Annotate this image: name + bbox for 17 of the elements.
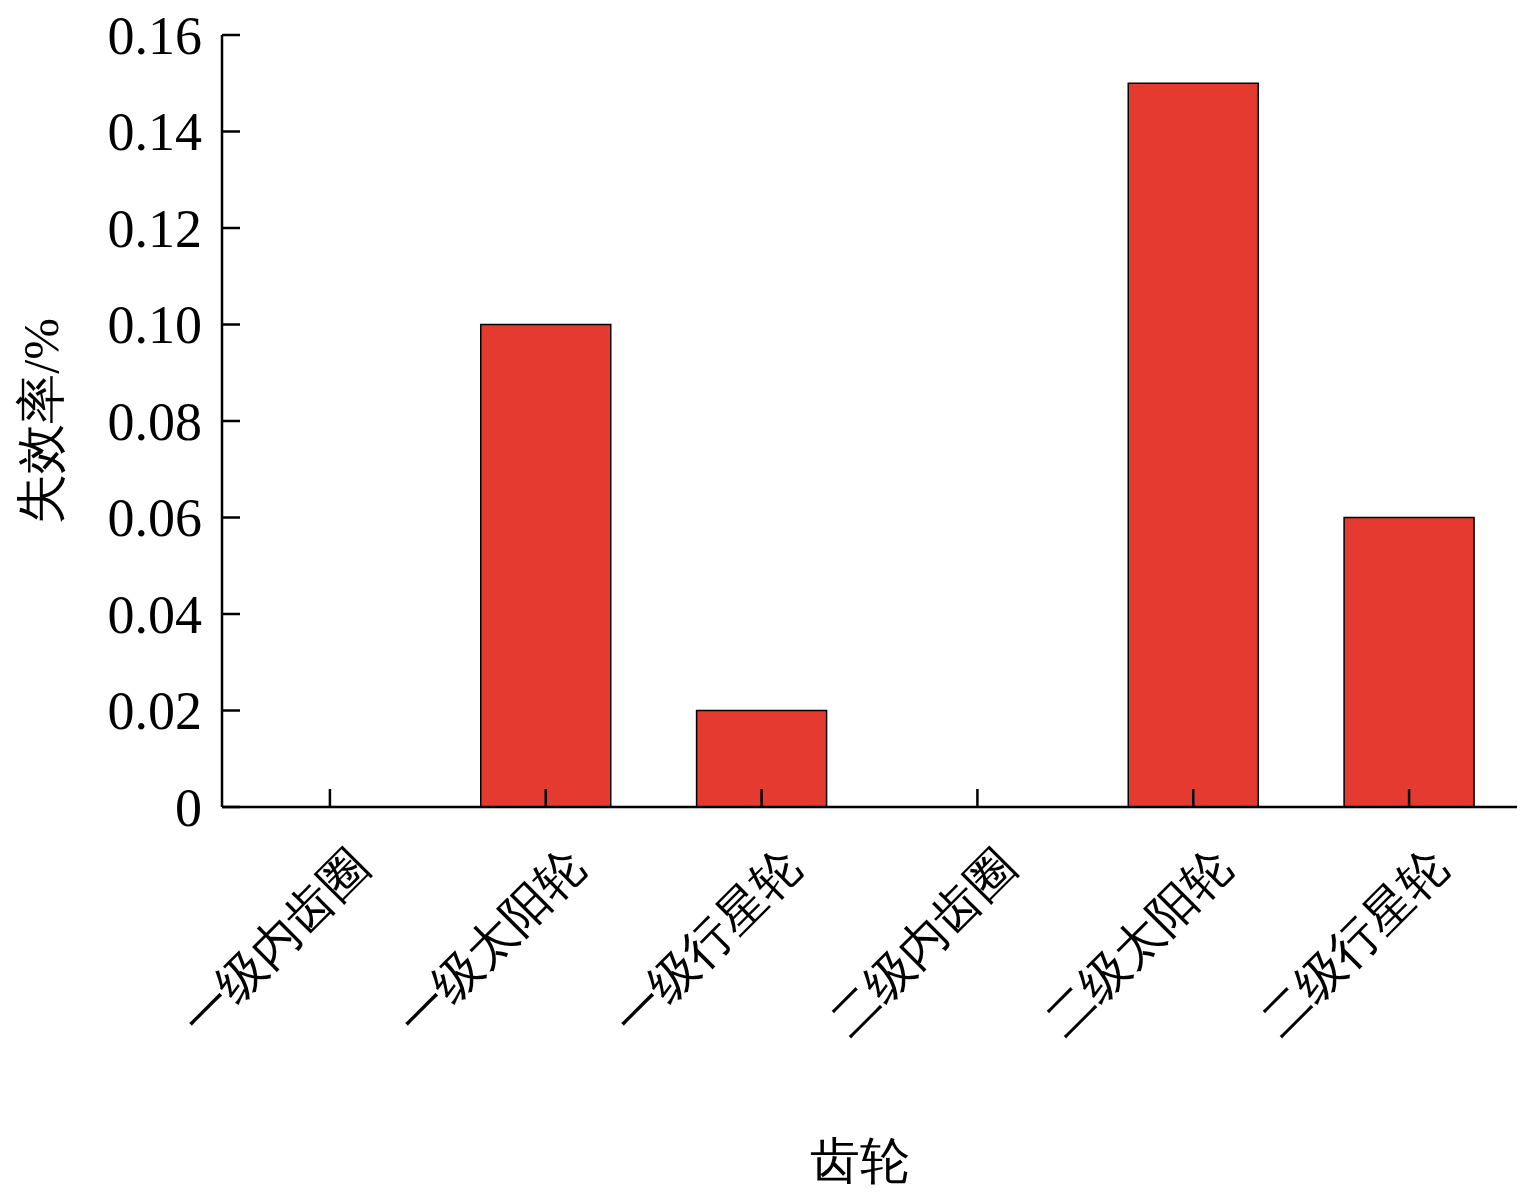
y-tick-label: 0	[175, 777, 202, 838]
y-tick-label: 0.06	[107, 488, 202, 549]
y-tick-label: 0.16	[107, 5, 202, 66]
y-tick-label: 0.12	[107, 198, 202, 259]
x-tick-label: 二级太阳轮	[1035, 838, 1243, 1046]
y-tick-label: 0.14	[107, 102, 202, 163]
x-tick-label: 一级太阳轮	[387, 838, 595, 1046]
y-tick-label: 0.08	[107, 391, 202, 452]
y-tick-label: 0.02	[107, 681, 202, 742]
x-tick-label: 一级内齿圈	[171, 838, 379, 1046]
y-axis-title: 失效率/%	[13, 318, 69, 524]
y-tick-label: 0.10	[107, 295, 202, 356]
x-tick-label: 二级行星轮	[1250, 838, 1459, 1046]
y-tick-label: 0.04	[107, 584, 202, 645]
x-axis-title: 齿轮	[809, 1133, 910, 1189]
x-tick-label: 二级内齿圈	[819, 838, 1027, 1046]
x-tick-label: 一级行星轮	[603, 838, 811, 1046]
